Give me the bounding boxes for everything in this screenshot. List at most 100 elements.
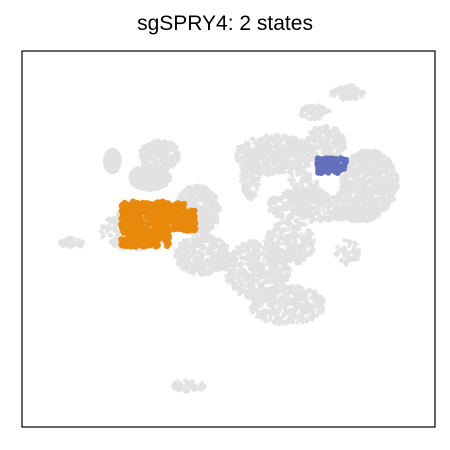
- background-cell-point: [358, 194, 363, 199]
- background-cell-point: [203, 262, 208, 267]
- background-cell-point: [195, 265, 200, 270]
- background-cell-point: [351, 157, 356, 162]
- background-cell-point: [291, 147, 296, 152]
- background-cell-point: [254, 294, 259, 299]
- background-cell-point: [286, 320, 291, 325]
- background-cell-point: [354, 186, 359, 191]
- background-cell-point: [282, 267, 287, 272]
- background-cell-point: [287, 149, 292, 154]
- background-cell-point: [200, 256, 205, 261]
- background-cell-point: [108, 148, 113, 153]
- background-cell-point: [141, 167, 146, 172]
- background-cell-point: [195, 242, 200, 247]
- background-cell-point: [304, 251, 309, 256]
- background-cell-point: [267, 144, 272, 149]
- background-cell-point: [175, 152, 180, 157]
- background-cell-point: [113, 159, 118, 164]
- background-cell-point: [291, 313, 296, 318]
- background-cell-point: [277, 316, 282, 321]
- background-cell-point: [294, 284, 299, 289]
- background-cell-point: [256, 302, 261, 307]
- background-cell-point: [155, 186, 160, 191]
- background-cell-point: [275, 302, 280, 307]
- background-cell-point: [309, 251, 314, 256]
- background-cell-point: [238, 279, 243, 284]
- background-cell-point: [340, 182, 345, 187]
- background-cell-point: [365, 211, 370, 216]
- background-cell-point: [282, 301, 287, 306]
- background-cell-point: [230, 279, 235, 284]
- background-cell-point: [305, 160, 310, 165]
- background-cell-point: [260, 281, 265, 286]
- background-cell-point: [115, 153, 120, 158]
- background-cell-point: [109, 155, 114, 160]
- background-cell-point: [360, 190, 365, 195]
- background-cell-point: [286, 253, 291, 258]
- background-cell-point: [274, 269, 279, 274]
- background-cell-point: [159, 179, 164, 184]
- background-cell-point: [361, 179, 366, 184]
- background-cell-point: [266, 170, 271, 175]
- background-cell-point: [369, 192, 374, 197]
- background-cell-point: [244, 262, 249, 267]
- background-cell-point: [176, 255, 181, 260]
- background-cell-point: [271, 260, 276, 265]
- background-cell-point: [254, 307, 259, 312]
- background-cell-point: [350, 179, 355, 184]
- background-cell-point: [135, 172, 140, 177]
- background-cell-point: [361, 159, 366, 164]
- background-cell-point: [299, 249, 304, 254]
- background-cell-point: [139, 148, 144, 153]
- background-cell-point: [212, 209, 217, 214]
- background-cell-point: [168, 161, 173, 166]
- background-cell-point: [209, 239, 214, 244]
- background-cell-point: [365, 193, 370, 198]
- background-cell-point: [327, 134, 332, 139]
- background-cell-point: [340, 147, 345, 152]
- background-cell-point: [266, 234, 271, 239]
- background-cell-point: [258, 297, 263, 302]
- background-cell-point: [310, 317, 315, 322]
- background-cell-point: [331, 135, 336, 140]
- background-cell-point: [219, 247, 224, 252]
- background-cell-point: [308, 289, 313, 294]
- background-cell-point: [300, 239, 305, 244]
- background-cell-point: [202, 272, 207, 277]
- background-cell-point: [233, 253, 238, 258]
- background-cell-point: [280, 255, 285, 260]
- background-cell-point: [288, 301, 293, 306]
- background-cell-point: [292, 154, 297, 159]
- background-cell-point: [147, 156, 152, 161]
- background-cell-point: [266, 139, 271, 144]
- background-cell-point: [186, 257, 191, 262]
- background-cell-point: [162, 183, 167, 188]
- background-cell-point: [296, 139, 301, 144]
- background-cell-point: [263, 135, 268, 140]
- background-cell-point: [274, 276, 279, 281]
- background-cell-point: [206, 228, 211, 233]
- background-cell-point: [252, 251, 257, 256]
- background-cell-point: [259, 311, 264, 316]
- background-cell-point: [207, 269, 212, 274]
- background-cell-point: [300, 303, 305, 308]
- background-cell-point: [316, 127, 321, 132]
- background-cell-point: [301, 296, 306, 301]
- background-cell-point: [272, 308, 277, 313]
- background-cell-point: [268, 156, 273, 161]
- background-cell-point: [282, 145, 287, 150]
- background-cell-point: [373, 175, 378, 180]
- background-cell-point: [359, 169, 364, 174]
- background-cell-point: [274, 251, 279, 256]
- background-cell-point: [113, 166, 118, 171]
- background-cell-point: [279, 297, 284, 302]
- background-cell-point: [242, 274, 247, 279]
- background-cell-point: [283, 307, 288, 312]
- background-cell-point: [265, 269, 270, 274]
- background-cell-point: [352, 171, 357, 176]
- background-cell-point: [377, 157, 382, 162]
- background-cell-point: [385, 177, 390, 182]
- background-cell-point: [282, 261, 287, 266]
- background-cell-point: [308, 295, 313, 300]
- background-cell-point: [309, 143, 314, 148]
- background-cell-point: [264, 280, 269, 285]
